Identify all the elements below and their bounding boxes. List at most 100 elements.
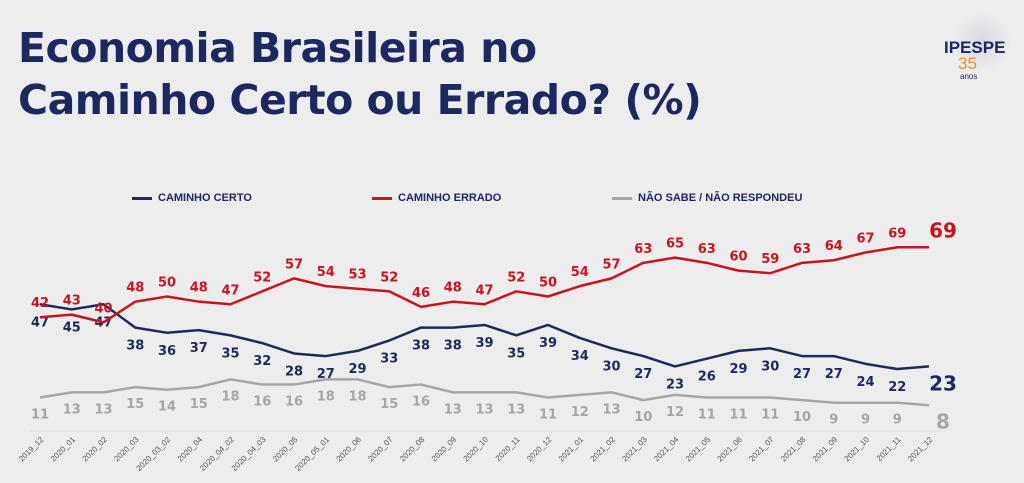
data-label: 50 [539, 276, 557, 291]
data-label: 60 [729, 250, 747, 265]
data-label: 43 [63, 294, 81, 309]
data-label: 13 [602, 402, 620, 417]
data-label: 35 [221, 346, 239, 361]
data-label: 47 [475, 283, 493, 298]
data-label: 26 [698, 370, 716, 385]
legend-errado: CAMINHO ERRADO [372, 192, 501, 204]
data-label: 48 [126, 281, 144, 296]
data-label: 36 [158, 344, 176, 359]
data-label: 13 [94, 402, 112, 417]
data-label: 14 [158, 400, 176, 415]
data-label: 28 [285, 364, 303, 379]
data-label: 23 [929, 371, 957, 395]
data-label: 65 [666, 237, 684, 252]
x-tick-label: 2021_03 [620, 435, 649, 464]
data-label: 27 [825, 367, 843, 382]
data-label: 38 [126, 339, 144, 354]
page-title: Economia Brasileira no Caminho Certo ou … [18, 22, 702, 126]
data-label: 12 [666, 405, 684, 420]
data-label: 9 [829, 413, 838, 428]
data-label: 11 [31, 408, 49, 423]
data-label: 39 [539, 336, 557, 351]
data-label: 53 [348, 268, 366, 283]
data-label: 32 [253, 354, 271, 369]
x-tick-label: 2021_01 [557, 435, 586, 464]
x-tick-label: 2020_01 [49, 435, 78, 464]
x-tick-label: 2020_04_03 [230, 435, 268, 473]
data-label: 27 [634, 367, 652, 382]
logo-number: 35 [958, 54, 977, 73]
data-label: 24 [856, 375, 874, 390]
data-label: 30 [761, 359, 779, 374]
data-label: 69 [888, 226, 906, 241]
data-label: 69 [929, 218, 957, 242]
x-tick-label: 2020_11 [494, 435, 522, 463]
x-tick-label: 2020_06 [335, 435, 364, 464]
legend-certo: CAMINHO CERTO [132, 192, 252, 204]
data-label: 10 [634, 410, 652, 425]
data-label: 15 [380, 397, 398, 412]
data-label: 63 [793, 242, 811, 257]
series-line-2 [39, 378, 930, 407]
data-label: 42 [31, 296, 49, 311]
legend-swatch [132, 196, 152, 200]
data-label: 52 [380, 270, 398, 285]
x-tick-label: 2020_07 [366, 435, 395, 464]
data-label: 57 [285, 257, 303, 272]
data-label: 52 [253, 270, 271, 285]
title-line-2: Caminho Certo ou Errado? (%) [18, 76, 702, 124]
legend-swatch [612, 196, 632, 200]
legend-label: CAMINHO CERTO [158, 192, 252, 204]
x-tick-label: 2021_06 [716, 435, 745, 464]
data-label: 48 [444, 281, 462, 296]
x-tick-label: 2021_11 [875, 435, 903, 463]
x-tick-label: 2020_02 [81, 435, 110, 464]
data-label: 63 [634, 242, 652, 257]
x-tick-label: 2020_12 [525, 435, 554, 464]
data-label: 9 [861, 413, 870, 428]
legend-label: CAMINHO ERRADO [398, 192, 502, 204]
globe-icon [952, 12, 1012, 72]
data-label: 48 [190, 281, 208, 296]
legend-label: NÃO SABE / NÃO RESPONDEU [638, 192, 803, 204]
data-label: 54 [571, 265, 589, 280]
logo-sub: anos [960, 72, 978, 81]
x-tick-label: 2020_05_01 [293, 435, 331, 473]
data-label: 18 [221, 389, 239, 404]
data-label: 29 [348, 362, 366, 377]
data-label: 13 [444, 402, 462, 417]
x-tick-label: 2019_12 [17, 435, 46, 464]
data-label: 12 [571, 405, 589, 420]
x-tick-label: 2020_05 [271, 435, 300, 464]
ipespe-logo: IPESPE 35 anos [944, 12, 1020, 82]
logo-name: IPESPE [944, 38, 1006, 57]
data-label: 15 [190, 397, 208, 412]
data-label: 11 [698, 408, 716, 423]
data-label: 47 [31, 315, 49, 330]
data-label: 46 [412, 286, 430, 301]
data-label: 30 [602, 359, 620, 374]
data-label: 47 [221, 283, 239, 298]
data-label: 54 [317, 265, 335, 280]
data-label: 11 [761, 408, 779, 423]
data-label: 40 [94, 301, 112, 316]
data-label: 27 [793, 367, 811, 382]
data-label: 39 [475, 336, 493, 351]
data-label: 11 [539, 408, 557, 423]
data-label: 11 [729, 408, 747, 423]
x-tick-label: 2020_09 [430, 435, 459, 464]
data-label: 16 [285, 395, 303, 410]
data-label: 16 [253, 395, 271, 410]
data-label: 38 [444, 339, 462, 354]
x-tick-label: 2021_04 [652, 435, 681, 464]
data-label: 59 [761, 252, 779, 267]
data-label: 50 [158, 276, 176, 291]
data-label: 18 [348, 389, 366, 404]
legend-swatch [372, 196, 392, 200]
x-tick-label: 2020_10 [462, 435, 491, 464]
data-label: 38 [412, 339, 430, 354]
data-label: 8 [936, 409, 950, 433]
x-tick-label: 2020_03_02 [135, 435, 173, 473]
title-line-1: Economia Brasileira no [18, 24, 537, 72]
data-label: 45 [63, 320, 81, 335]
